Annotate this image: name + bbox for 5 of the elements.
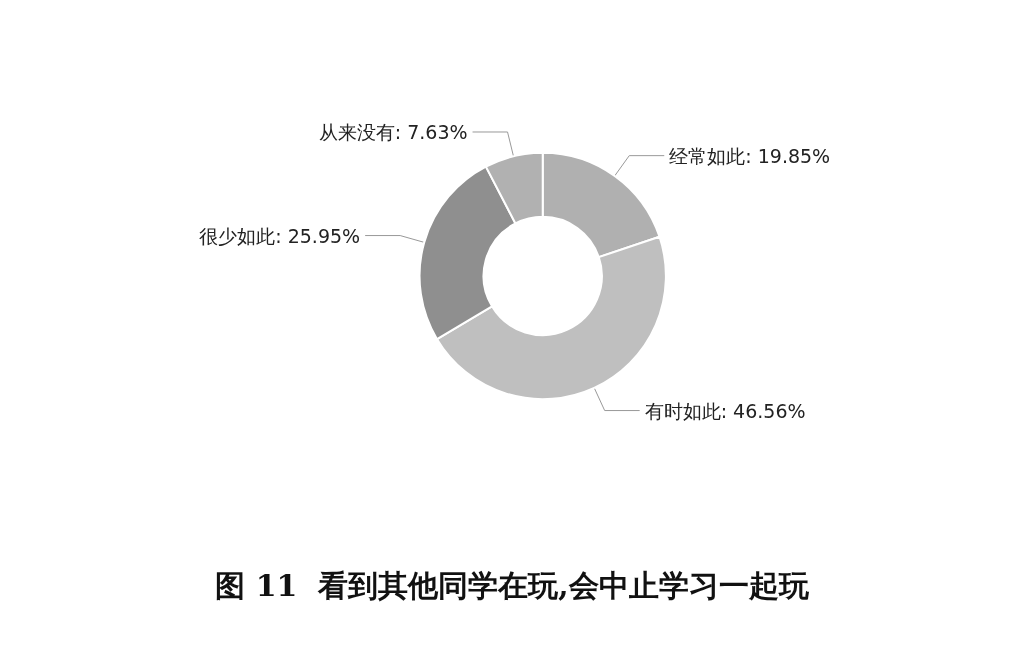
slice-label: 经常如此: 19.85% <box>669 144 831 167</box>
text: 图 11 看到其他同学在玩,会中止学习一起玩 <box>215 567 810 603</box>
slice-label: 从来没有: 7.63% <box>318 120 468 143</box>
slice-label: 很少如此: 25.95% <box>199 224 361 247</box>
slice-label: 有时如此: 46.56% <box>644 399 806 422</box>
